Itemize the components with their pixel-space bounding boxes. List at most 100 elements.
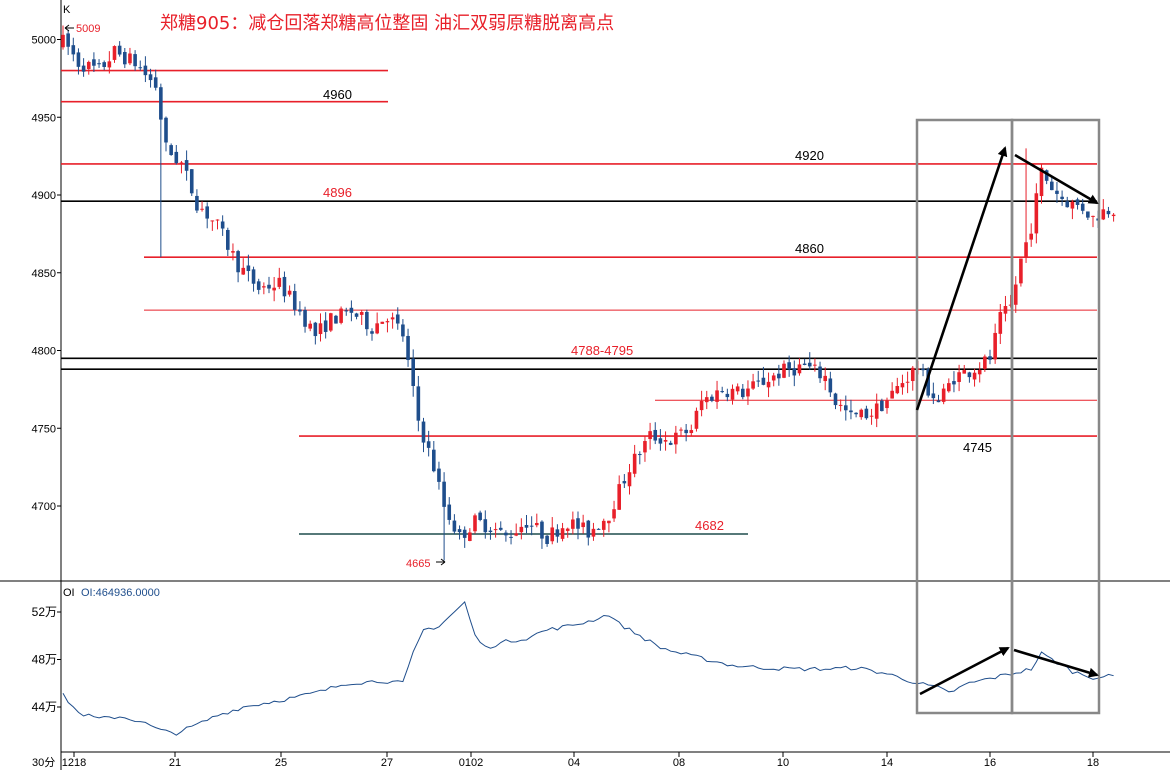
candle-body	[576, 518, 580, 529]
candle-body	[143, 65, 148, 76]
candle-body	[869, 415, 874, 417]
candle-body	[169, 145, 173, 155]
candle-body	[71, 45, 76, 55]
candle-body	[895, 386, 900, 394]
candle-body	[1070, 201, 1075, 209]
high-label: 5009	[76, 23, 100, 35]
candle-body	[1039, 167, 1044, 197]
candle-body	[390, 317, 395, 320]
candle-body	[596, 528, 601, 530]
candle-body	[648, 431, 652, 440]
highlight-box-pullback	[1010, 118, 1101, 715]
candle-body	[76, 52, 81, 67]
candle-body	[833, 393, 838, 406]
pullback-arrow	[1014, 153, 1099, 205]
candle-body	[195, 195, 199, 211]
candles	[61, 25, 1116, 561]
x-tick-label: 1218	[62, 757, 86, 769]
candle-body	[1013, 284, 1018, 305]
level-label-4960: 4960	[323, 87, 352, 102]
price-tick-label: 4700	[32, 501, 56, 513]
candle-body	[529, 525, 534, 527]
x-tick-label: 0102	[459, 757, 483, 769]
candle-body	[267, 284, 271, 289]
price-tick-label: 4850	[32, 268, 56, 280]
candle-body	[555, 529, 560, 537]
candle-body	[107, 61, 112, 68]
candle-body	[375, 323, 379, 334]
candle-body	[406, 335, 410, 361]
candle-body	[457, 529, 462, 533]
candle-body	[344, 310, 349, 312]
candle-body	[612, 509, 616, 519]
candle-body	[622, 481, 627, 484]
candle-body	[885, 400, 889, 409]
candle-body	[370, 331, 374, 334]
candle-body	[442, 481, 446, 507]
candle-body	[148, 74, 153, 81]
candle-body	[931, 393, 936, 399]
price-tick-label: 4800	[32, 346, 56, 358]
candle-body	[864, 408, 869, 419]
candle-body	[818, 366, 822, 379]
candle-body	[859, 409, 864, 418]
oi-tick-label: 52万	[32, 605, 57, 619]
candle-body	[493, 529, 498, 531]
candle-body	[571, 519, 575, 529]
candle-body	[164, 117, 168, 143]
level-label-4788-4795: 4788-4795	[571, 343, 633, 358]
candle-body	[1008, 304, 1013, 306]
high-marker-arrow	[64, 24, 74, 32]
candle-body	[117, 45, 122, 55]
candle-body	[854, 412, 858, 415]
candle-body	[761, 377, 766, 385]
candle-body	[741, 388, 745, 398]
candle-body	[674, 432, 678, 445]
rally-arrow	[915, 146, 1008, 411]
candle-body	[1075, 199, 1080, 205]
candle-body	[112, 46, 117, 60]
candle-body	[215, 219, 220, 221]
candle-body	[236, 251, 240, 273]
oi-header-value: OI:464936.0000	[81, 587, 160, 599]
candle-body	[766, 381, 771, 388]
level-label-4682: 4682	[695, 518, 724, 533]
candle-body	[483, 519, 488, 533]
candle-body	[643, 441, 647, 453]
candle-body	[874, 403, 879, 419]
oi-header-prefix: OI	[63, 587, 75, 599]
candle-body	[231, 251, 235, 253]
candle-body	[586, 520, 591, 538]
candle-body	[256, 281, 261, 290]
candle-body	[452, 520, 457, 532]
candle-body	[952, 381, 956, 385]
oi-line-layer	[62, 600, 1114, 736]
candle-body	[205, 206, 209, 219]
candle-body	[159, 87, 163, 120]
candle-body	[462, 529, 467, 538]
candle-body	[710, 396, 714, 401]
candle-body	[292, 291, 297, 310]
candle-body	[128, 53, 132, 64]
candle-body	[998, 312, 1003, 334]
candle-body	[807, 362, 812, 367]
candle-body	[138, 67, 143, 69]
candle-body	[220, 221, 225, 229]
candle-body	[509, 536, 513, 538]
candle-body	[86, 61, 91, 70]
candle-body	[385, 321, 390, 323]
candle-body	[699, 401, 704, 411]
candle-body	[123, 51, 127, 65]
candle-body	[880, 400, 884, 412]
candle-body	[498, 527, 503, 530]
highlight-boxes	[915, 118, 1101, 715]
candle-body	[262, 286, 266, 288]
candle-body	[61, 34, 65, 48]
candle-body	[354, 313, 359, 317]
candle-body	[565, 528, 570, 531]
candle-body	[174, 151, 179, 164]
candle-body	[967, 372, 972, 378]
candle-body	[957, 372, 961, 382]
candle-body	[627, 472, 632, 487]
level-label-4896: 4896	[323, 185, 352, 200]
